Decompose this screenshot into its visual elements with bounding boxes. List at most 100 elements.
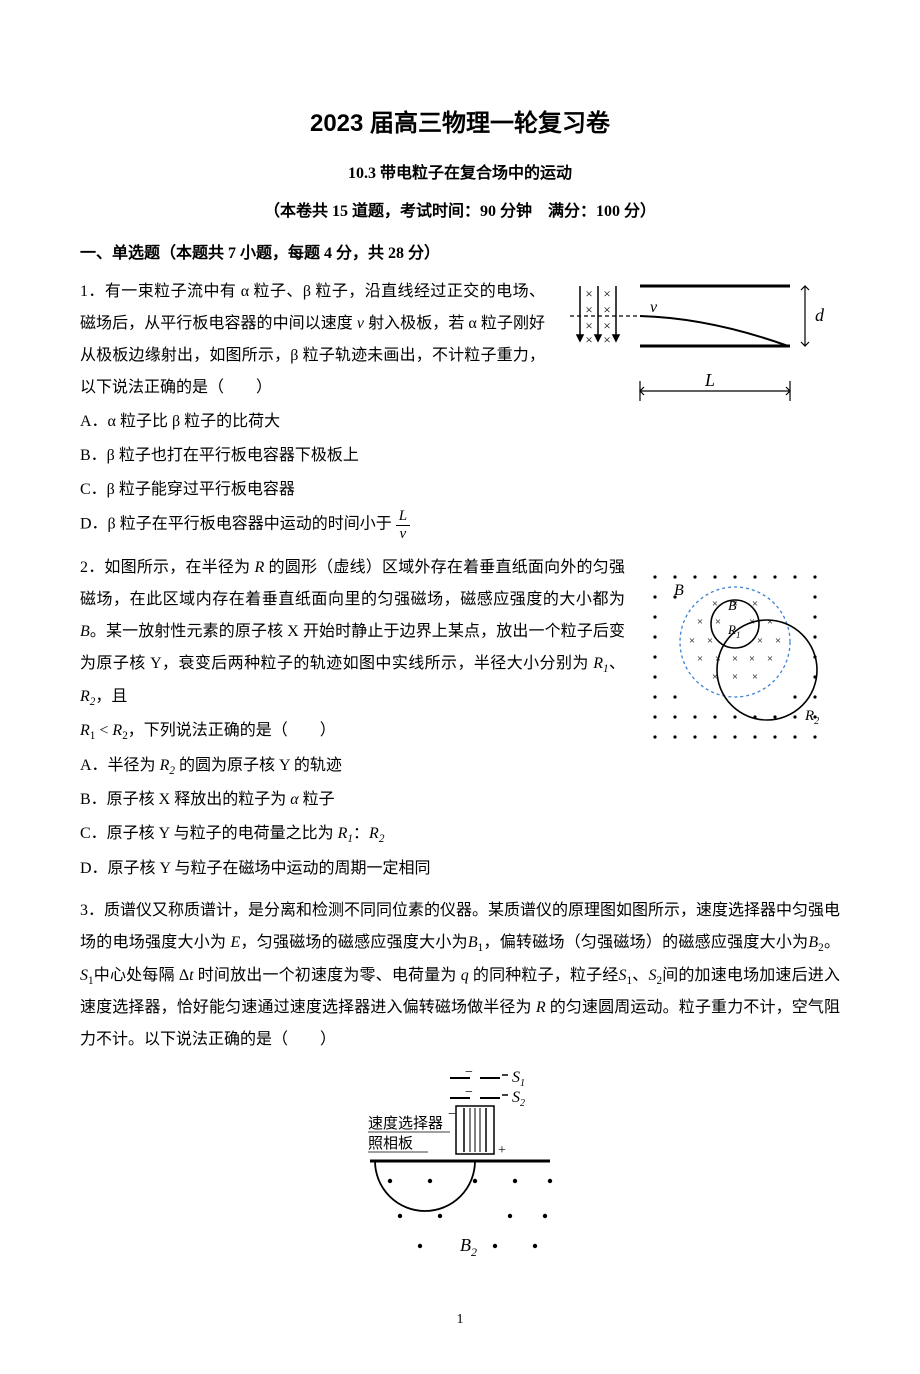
q1-option-c: C．β 粒子能穿过平行板电容器 <box>80 474 840 506</box>
svg-text:S1: S1 <box>512 1069 525 1089</box>
q2-sep: 、 <box>609 655 625 672</box>
svg-text:×: × <box>585 318 592 333</box>
fig3-minus2: − <box>465 1085 473 1100</box>
svg-text:×: × <box>767 616 773 628</box>
q2-option-a: A．半径为 R2 的圆为原子核 Y 的轨迹 <box>80 750 840 783</box>
fig2-B-inner: B <box>728 599 737 614</box>
svg-text:R2: R2 <box>804 708 819 727</box>
q2-s4: ，且 <box>95 688 127 705</box>
svg-text:×: × <box>689 635 695 647</box>
svg-text:×: × <box>585 302 592 317</box>
fig3-minus1: − <box>465 1066 473 1080</box>
svg-text:×: × <box>603 332 610 347</box>
svg-text:×: × <box>603 302 610 317</box>
frac-den: v <box>396 526 410 543</box>
q2-s5: ，下列说法正确的是（ ） <box>128 722 336 739</box>
q1-option-b: B．β 粒子也打在平行板电容器下极板上 <box>80 440 840 472</box>
q3-s5: 中心处每隔 Δ <box>94 967 190 984</box>
svg-text:×: × <box>707 635 713 647</box>
fig3-S2: S <box>512 1089 520 1106</box>
section-header: 一、单选题（本题共 7 小题，每题 4 分，共 28 分） <box>80 238 840 270</box>
q2-option-b: B．原子核 X 释放出的粒子为 α 粒子 <box>80 784 840 816</box>
svg-text:S2: S2 <box>512 1089 525 1109</box>
q3-Rr: R <box>536 999 546 1016</box>
q3-B1: B <box>468 934 478 951</box>
q3-B2: B <box>808 934 818 951</box>
question-2: ××× ×××× ×××× ××××× ××× B B R1 R2 2．如图所示… <box>80 552 840 887</box>
q3-E: E <box>230 934 240 951</box>
q3-s3: ，偏转磁场（匀强磁场）的磁感应强度大小为 <box>483 934 808 951</box>
q2-a-R: R <box>160 757 170 774</box>
q2-b-post: 粒子 <box>299 791 335 808</box>
figure-q2: ××× ×××× ×××× ××××× ××× B B R1 R2 <box>640 562 840 752</box>
q2-s3: 。某一放射性元素的原子核 X 开始时静止于边界上某点，放出一个粒子后变为原子核 … <box>80 623 625 672</box>
svg-text:×: × <box>732 671 738 683</box>
fig3-S2s: 2 <box>520 1098 525 1109</box>
q3-s4: 。 <box>824 934 840 951</box>
q2-option-c: C．原子核 Y 与粒子的电荷量之比为 R1：R2 <box>80 818 840 851</box>
svg-text:×: × <box>603 318 610 333</box>
d-label: d <box>815 305 825 325</box>
q2-a-pre: A．半径为 <box>80 757 160 774</box>
q2-s1: 2．如图所示，在半径为 <box>80 559 255 576</box>
frac-num: L <box>396 508 410 526</box>
q2-c-colon: ： <box>353 825 369 842</box>
q3-q: q <box>461 967 469 984</box>
fig2-R2: R <box>804 708 814 724</box>
exam-info: （本卷共 15 道题，考试时间：90 分钟 满分：100 分） <box>80 196 840 228</box>
q2-c-pre: C．原子核 Y 与粒子的电荷量之比为 <box>80 825 338 842</box>
question-3: 3．质谱仪又称质谱计，是分离和检测不同同位素的仪器。某质谱仪的原理图如图所示，速… <box>80 895 840 1266</box>
fig3-S1: S <box>512 1069 520 1086</box>
L-label: L <box>704 370 715 390</box>
q2-c-R1: R <box>338 825 348 842</box>
figure-q1: ×× ×× ×× ×× v d <box>560 276 840 416</box>
figure-q3: − − S1 S2 − + 速度选择器 照相板 B2 <box>350 1066 570 1266</box>
q3-s8: 、 <box>632 967 648 984</box>
q2-c-s2: 2 <box>379 834 385 846</box>
svg-text:×: × <box>585 286 592 301</box>
q2-R: R <box>255 559 265 576</box>
q2-b-pre: B．原子核 X 释放出的粒子为 <box>80 791 290 808</box>
document-subtitle: 10.3 带电粒子在复合场中的运动 <box>80 158 840 190</box>
svg-text:×: × <box>752 671 758 683</box>
page-number: 1 <box>80 1306 840 1334</box>
q3-s7: 的同种粒子，粒子经 <box>469 967 619 984</box>
q3-s6: 时间放出一个初速度为零、电荷量为 <box>194 967 461 984</box>
fig2-B-outer: B <box>674 582 684 599</box>
fig3-sel-minus: − <box>448 1107 456 1122</box>
v-label: v <box>650 299 658 316</box>
svg-text:×: × <box>732 653 738 665</box>
svg-text:×: × <box>767 653 773 665</box>
svg-text:×: × <box>585 332 592 347</box>
fig2-R2-sub: 2 <box>814 716 819 727</box>
q2-c-R2: R <box>369 825 379 842</box>
document-title: 2023 届高三物理一轮复习卷 <box>80 100 840 148</box>
q3-S1: S <box>80 967 88 984</box>
q2-ineq-R2: R <box>112 722 122 739</box>
q1-optd-text: D．β 粒子在平行板电容器中运动的时间小于 <box>80 516 392 533</box>
q2-b-alpha: α <box>290 791 298 808</box>
svg-text:×: × <box>697 616 703 628</box>
q2-a-post: 的圆为原子核 Y 的轨迹 <box>175 757 342 774</box>
q3-s2: ，匀强磁场的磁感应强度大小为 <box>240 934 468 951</box>
svg-text:B2: B2 <box>460 1235 477 1259</box>
fig3-selector-label: 速度选择器 <box>368 1115 443 1132</box>
fig3-plate-label: 照相板 <box>368 1134 413 1152</box>
q2-ineq-op: < <box>95 722 112 739</box>
q2-ineq-R1: R <box>80 722 90 739</box>
q2-option-d: D．原子核 Y 与粒子在磁场中运动的周期一定相同 <box>80 853 840 885</box>
svg-text:×: × <box>749 653 755 665</box>
fig3-sel-plus: + <box>498 1143 506 1158</box>
q2-R2: R <box>80 688 90 705</box>
fig3-B2s: 2 <box>471 1245 477 1259</box>
svg-text:×: × <box>757 635 763 647</box>
svg-text:×: × <box>603 286 610 301</box>
q1-v: v <box>357 315 364 332</box>
svg-text:×: × <box>697 653 703 665</box>
q1-option-d: D．β 粒子在平行板电容器中运动的时间小于 Lv <box>80 508 840 542</box>
fig3-B2: B <box>460 1235 471 1255</box>
svg-text:×: × <box>775 635 781 647</box>
fig3-S1s: 1 <box>520 1078 525 1089</box>
fig2-R1-sub: 1 <box>736 630 741 640</box>
svg-text:×: × <box>715 616 721 628</box>
